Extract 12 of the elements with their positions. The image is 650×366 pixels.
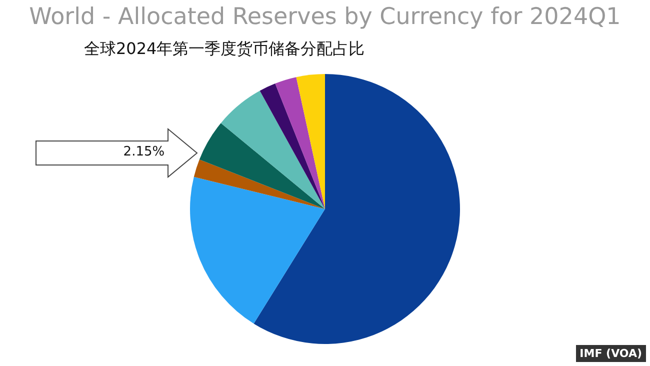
text: IMF (VOA) [576,345,646,362]
chart-title: World - Allocated Reserves by Currency for 2024Q1 [28,3,622,32]
pie-slice [275,77,325,209]
chart-subtitle: 全球2024年第一季度货币储备分配占比 [83,38,366,60]
pie-slice [254,74,460,344]
pie-slice [260,84,325,209]
pie-slice [199,123,325,209]
pie-slice [220,90,325,209]
pie-slice [190,176,325,324]
pie-slice [194,159,325,209]
pie-slice [296,74,325,209]
data-label: 2.15% [123,144,165,160]
